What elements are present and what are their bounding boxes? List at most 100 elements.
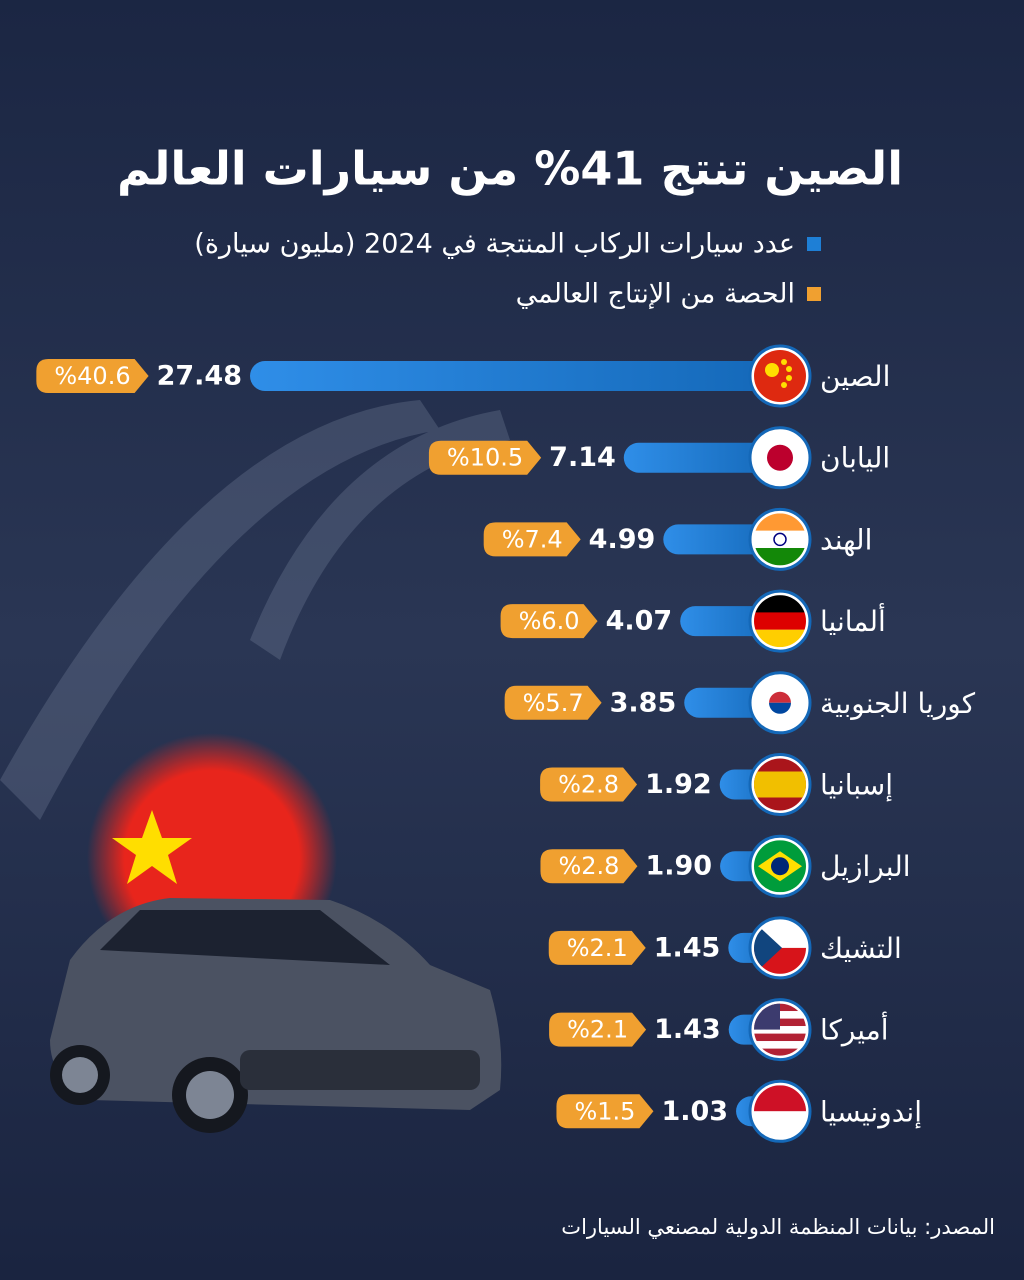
value-label: 27.48 — [157, 361, 242, 392]
flag-band — [754, 548, 806, 566]
flag-globe — [771, 857, 789, 876]
category-label: البرازيل — [820, 850, 911, 883]
flag-stripe — [754, 1048, 806, 1056]
share-tag — [549, 1012, 647, 1047]
flag-field — [754, 350, 806, 402]
flag — [748, 426, 812, 490]
flag-image — [754, 921, 806, 974]
flag-image — [754, 1085, 806, 1138]
flag-band — [754, 530, 806, 549]
flag — [748, 998, 812, 1062]
flag-band — [754, 612, 806, 630]
share-label: %2.8 — [558, 852, 619, 880]
flag-band — [754, 595, 806, 613]
share-tag — [540, 767, 638, 802]
flag-image — [754, 513, 806, 566]
flag-star — [786, 366, 792, 372]
share-label: %5.7 — [523, 689, 584, 717]
flag-star — [786, 375, 792, 381]
flag-taegeuk — [769, 702, 791, 714]
value-label: 1.90 — [645, 851, 712, 882]
flag-dot — [767, 444, 793, 471]
share-label: %40.6 — [54, 362, 130, 390]
flag-image — [754, 595, 806, 648]
share-marker — [540, 767, 638, 802]
share-label: %2.1 — [567, 934, 628, 962]
share-label: %7.4 — [502, 525, 563, 553]
flag-stripe — [754, 1041, 806, 1049]
share-label: %1.5 — [574, 1097, 635, 1125]
bar — [250, 361, 780, 391]
flag — [748, 834, 812, 898]
value-label: 7.14 — [549, 442, 616, 473]
flag — [748, 753, 812, 816]
flag-star — [781, 359, 787, 365]
category-label: أميركا — [820, 1011, 889, 1047]
share-marker — [549, 1012, 647, 1047]
share-marker — [504, 685, 602, 720]
share-marker — [36, 359, 149, 393]
share-marker — [483, 522, 581, 557]
category-label: التشيك — [820, 932, 902, 965]
category-label: ألمانيا — [820, 602, 886, 638]
car — [50, 898, 502, 1133]
flag-star — [765, 363, 779, 377]
flag — [748, 344, 812, 408]
flag-star — [112, 810, 192, 884]
category-label: كوريا الجنوبية — [820, 687, 976, 720]
flag-triangle — [754, 921, 782, 974]
share-tag — [504, 685, 602, 720]
share-marker — [428, 440, 542, 475]
value-label: 1.03 — [661, 1096, 728, 1127]
flag — [748, 671, 812, 735]
flag-image — [754, 1003, 806, 1056]
share-tag — [428, 440, 542, 475]
legend-label: عدد سيارات الركاب المنتجة في 2024 (مليون… — [194, 229, 795, 260]
share-tag — [540, 849, 638, 884]
background-traffic — [0, 400, 510, 820]
category-label: إسبانيا — [820, 769, 893, 802]
chart-title: الصين تنتج 41% من سيارات العالم — [117, 142, 903, 196]
flag-stripe — [754, 1033, 806, 1042]
share-marker — [540, 849, 638, 884]
share-label: %6.0 — [519, 607, 580, 635]
flag-taegeuk — [769, 691, 791, 703]
share-tag — [483, 522, 581, 557]
flag-star — [781, 382, 787, 388]
category-label: إندونيسيا — [820, 1095, 922, 1128]
category-label: الصين — [820, 360, 890, 393]
value-label: 3.85 — [610, 687, 677, 718]
flag-band — [754, 629, 806, 648]
share-tag — [500, 604, 598, 639]
share-tag — [548, 930, 646, 965]
legend-swatch — [807, 287, 821, 301]
legend-label: الحصة من الإنتاج العالمي — [516, 279, 795, 310]
flag-image — [754, 350, 806, 402]
flag-band — [754, 513, 806, 531]
value-label: 1.92 — [645, 769, 712, 800]
value-label: 4.07 — [606, 606, 673, 637]
legend-swatch — [807, 237, 821, 251]
flag-band — [754, 771, 806, 798]
flag — [748, 916, 812, 980]
source: المصدر: بيانات المنظمة الدولية لمصنعي ال… — [561, 1215, 995, 1239]
category-label: اليابان — [820, 442, 890, 475]
flag-stripe — [754, 1026, 806, 1034]
share-marker — [556, 1094, 654, 1129]
share-label: %10.5 — [447, 444, 523, 472]
value-label: 4.99 — [589, 524, 656, 555]
share-tag — [556, 1094, 654, 1129]
flag-image — [754, 840, 806, 893]
flag-wheel — [773, 532, 787, 547]
bar — [623, 442, 780, 473]
flag-image — [754, 676, 806, 729]
category-label: الهند — [820, 523, 872, 556]
flag — [748, 507, 812, 571]
flag-image — [754, 431, 806, 484]
share-label: %2.1 — [567, 1016, 628, 1044]
share-tag — [36, 359, 149, 393]
flag-image — [754, 758, 806, 811]
value-label: 1.43 — [654, 1014, 721, 1045]
flag — [748, 589, 812, 653]
